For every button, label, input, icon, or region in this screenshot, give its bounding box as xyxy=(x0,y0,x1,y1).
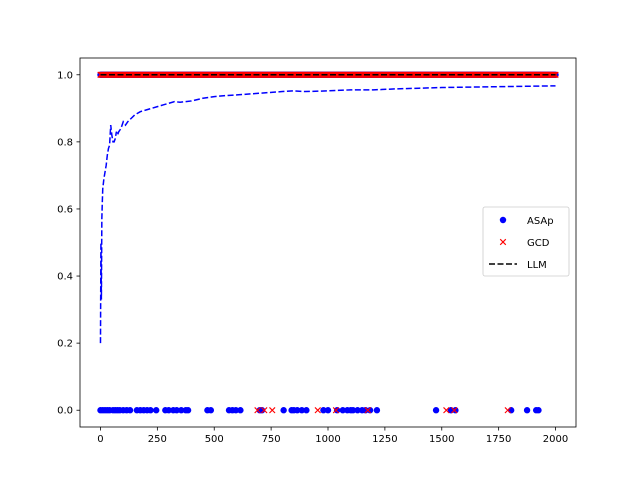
asap-point xyxy=(184,407,192,414)
asap-point xyxy=(258,407,266,414)
asap-point xyxy=(320,407,327,414)
gcd-point xyxy=(451,407,458,414)
y-tick-label: 0.6 xyxy=(57,204,73,215)
x-tick-label: 2000 xyxy=(543,434,568,445)
asap-point xyxy=(280,407,287,414)
asap-point xyxy=(207,407,215,414)
gcd-point-stroke xyxy=(364,407,372,414)
asap-point xyxy=(452,407,459,414)
legend-label-llm: LLM xyxy=(527,260,547,271)
asap-point xyxy=(535,407,542,414)
y-tick-label: 0.0 xyxy=(57,406,73,417)
asap-point xyxy=(354,407,361,414)
gcd-point xyxy=(332,407,340,414)
y-tick-label: 0.4 xyxy=(57,272,73,283)
x-tick-label: 750 xyxy=(262,434,281,445)
gcd-point-stroke xyxy=(451,407,458,414)
x-tick-label: 1750 xyxy=(486,434,511,445)
accuracy-curve xyxy=(99,85,556,344)
legend-marker-gcd xyxy=(499,238,507,246)
asap-point xyxy=(294,407,301,414)
x-tick-label: 1500 xyxy=(429,434,454,445)
asap-point xyxy=(362,407,369,414)
gcd-point xyxy=(269,407,276,414)
x-tick-label: 1250 xyxy=(372,434,397,445)
asap-point xyxy=(333,407,341,414)
legend-marker-asap xyxy=(499,216,507,224)
asap-point xyxy=(324,407,332,414)
legend-box xyxy=(482,206,570,277)
gcd-point-stroke xyxy=(269,407,276,414)
asap-point xyxy=(373,407,381,414)
axes: 0 250 500 750 1000 1250 1500 1750 2000 0.0 0.2 0.4 0… xyxy=(57,57,577,445)
gcd-point-stroke xyxy=(261,407,268,414)
gcd-point-stroke xyxy=(504,407,511,414)
legend-label-asap: ASAp xyxy=(527,216,554,227)
asap-point xyxy=(366,407,374,414)
asap-point xyxy=(237,407,244,414)
asap-point xyxy=(173,407,180,414)
gcd-point xyxy=(364,407,372,414)
asap-point xyxy=(178,407,185,414)
plot-area xyxy=(97,71,559,414)
gcd-point xyxy=(254,407,261,414)
asap-point xyxy=(303,407,310,414)
gcd-point-stroke xyxy=(332,407,340,414)
plot-inner xyxy=(97,71,559,414)
legend: ASAp GCD LLM xyxy=(482,206,570,277)
asap-point xyxy=(232,407,240,414)
gcd-point xyxy=(443,407,450,414)
y-tick-label: 0.2 xyxy=(57,339,73,350)
asap-point xyxy=(126,407,134,414)
asap-point xyxy=(339,407,346,414)
asap-point xyxy=(349,407,357,414)
asap-point xyxy=(523,407,531,414)
asap-point xyxy=(298,407,306,414)
asap-point xyxy=(165,407,172,414)
x-tick-label: 250 xyxy=(148,434,167,445)
gcd-point-stroke xyxy=(254,407,261,414)
gcd-point xyxy=(261,407,268,414)
legend-label-gcd: GCD xyxy=(527,238,550,249)
gcd-point-stroke xyxy=(314,407,321,414)
y-tick-label: 0.8 xyxy=(57,137,73,148)
gcd-point xyxy=(504,407,511,414)
asap-point xyxy=(147,407,154,414)
asap-point xyxy=(432,407,440,414)
asap-point xyxy=(153,407,160,414)
gcd-point xyxy=(314,407,321,414)
asap-point xyxy=(507,407,515,414)
gcd-point-stroke xyxy=(443,407,450,414)
x-tick-label: 500 xyxy=(205,434,224,445)
x-tick-label: 1000 xyxy=(315,434,340,445)
y-tick-label: 1.0 xyxy=(57,70,73,81)
x-tick-label: 0 xyxy=(97,434,103,445)
